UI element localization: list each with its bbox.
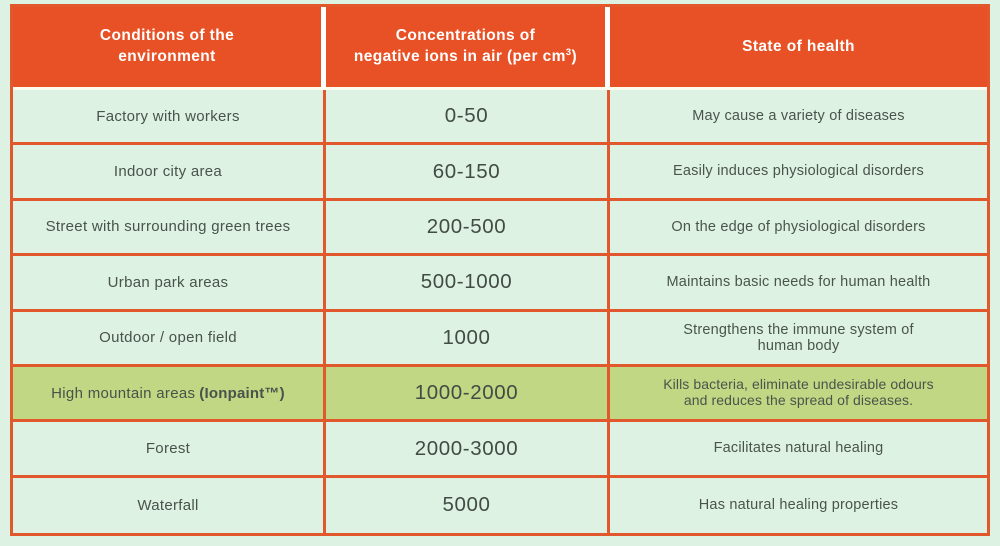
concentration-cell: 0-50 bbox=[326, 90, 610, 146]
health-cell: Maintains basic needs for human health bbox=[610, 256, 987, 312]
header-conditions-line2: environment bbox=[118, 48, 216, 65]
header-conditions: Conditions of the environment bbox=[13, 7, 326, 90]
environment-cell: Street with surrounding green trees bbox=[13, 200, 326, 257]
concentration-cell: 5000 bbox=[326, 477, 610, 534]
health-cell: May cause a variety of diseases bbox=[610, 90, 987, 146]
concentration-cell: 500-1000 bbox=[326, 256, 610, 312]
environment-cell: Forest bbox=[13, 422, 326, 478]
header-concentrations-line1: Concentrations of bbox=[395, 27, 536, 44]
ion-concentration-table: Conditions of the environment Concentrat… bbox=[10, 4, 990, 537]
environment-text: High mountain areas (Ionpaint™) bbox=[51, 384, 285, 402]
environment-cell: Indoor city area bbox=[13, 145, 326, 201]
health-cell: Has natural healing properties bbox=[610, 477, 987, 534]
health-cell: On the edge of physiological disorders bbox=[610, 200, 987, 257]
concentration-cell: 1000 bbox=[326, 311, 610, 367]
health-cell-highlighted: Kills bacteria, eliminate undesirable od… bbox=[610, 366, 987, 423]
header-state-of-health: State of health bbox=[610, 7, 987, 90]
ionpaint-trademark: (Ionpaint™) bbox=[199, 384, 285, 402]
concentration-cell: 200-500 bbox=[326, 200, 610, 257]
environment-cell: Outdoor / open field bbox=[13, 311, 326, 367]
superscript-3: 3 bbox=[565, 46, 572, 58]
health-cell: Facilitates natural healing bbox=[610, 422, 987, 478]
environment-cell: Waterfall bbox=[13, 477, 326, 534]
environment-cell: Urban park areas bbox=[13, 256, 326, 312]
header-concentrations-line2: negative ions in air (per cm3) bbox=[353, 46, 578, 66]
concentration-cell: 60-150 bbox=[326, 145, 610, 201]
environment-cell-highlighted: High mountain areas (Ionpaint™) bbox=[13, 366, 326, 423]
environment-cell: Factory with workers bbox=[13, 90, 326, 146]
health-cell: Strengthens the immune system of human bo… bbox=[610, 311, 987, 367]
header-concentrations: Concentrations of negative ions in air (… bbox=[326, 7, 610, 90]
header-conditions-line1: Conditions of the bbox=[99, 27, 235, 45]
concentration-cell-highlighted: 1000-2000 bbox=[326, 366, 610, 423]
health-cell: Easily induces physiological disorders bbox=[610, 145, 987, 201]
concentration-cell: 2000-3000 bbox=[326, 422, 610, 478]
